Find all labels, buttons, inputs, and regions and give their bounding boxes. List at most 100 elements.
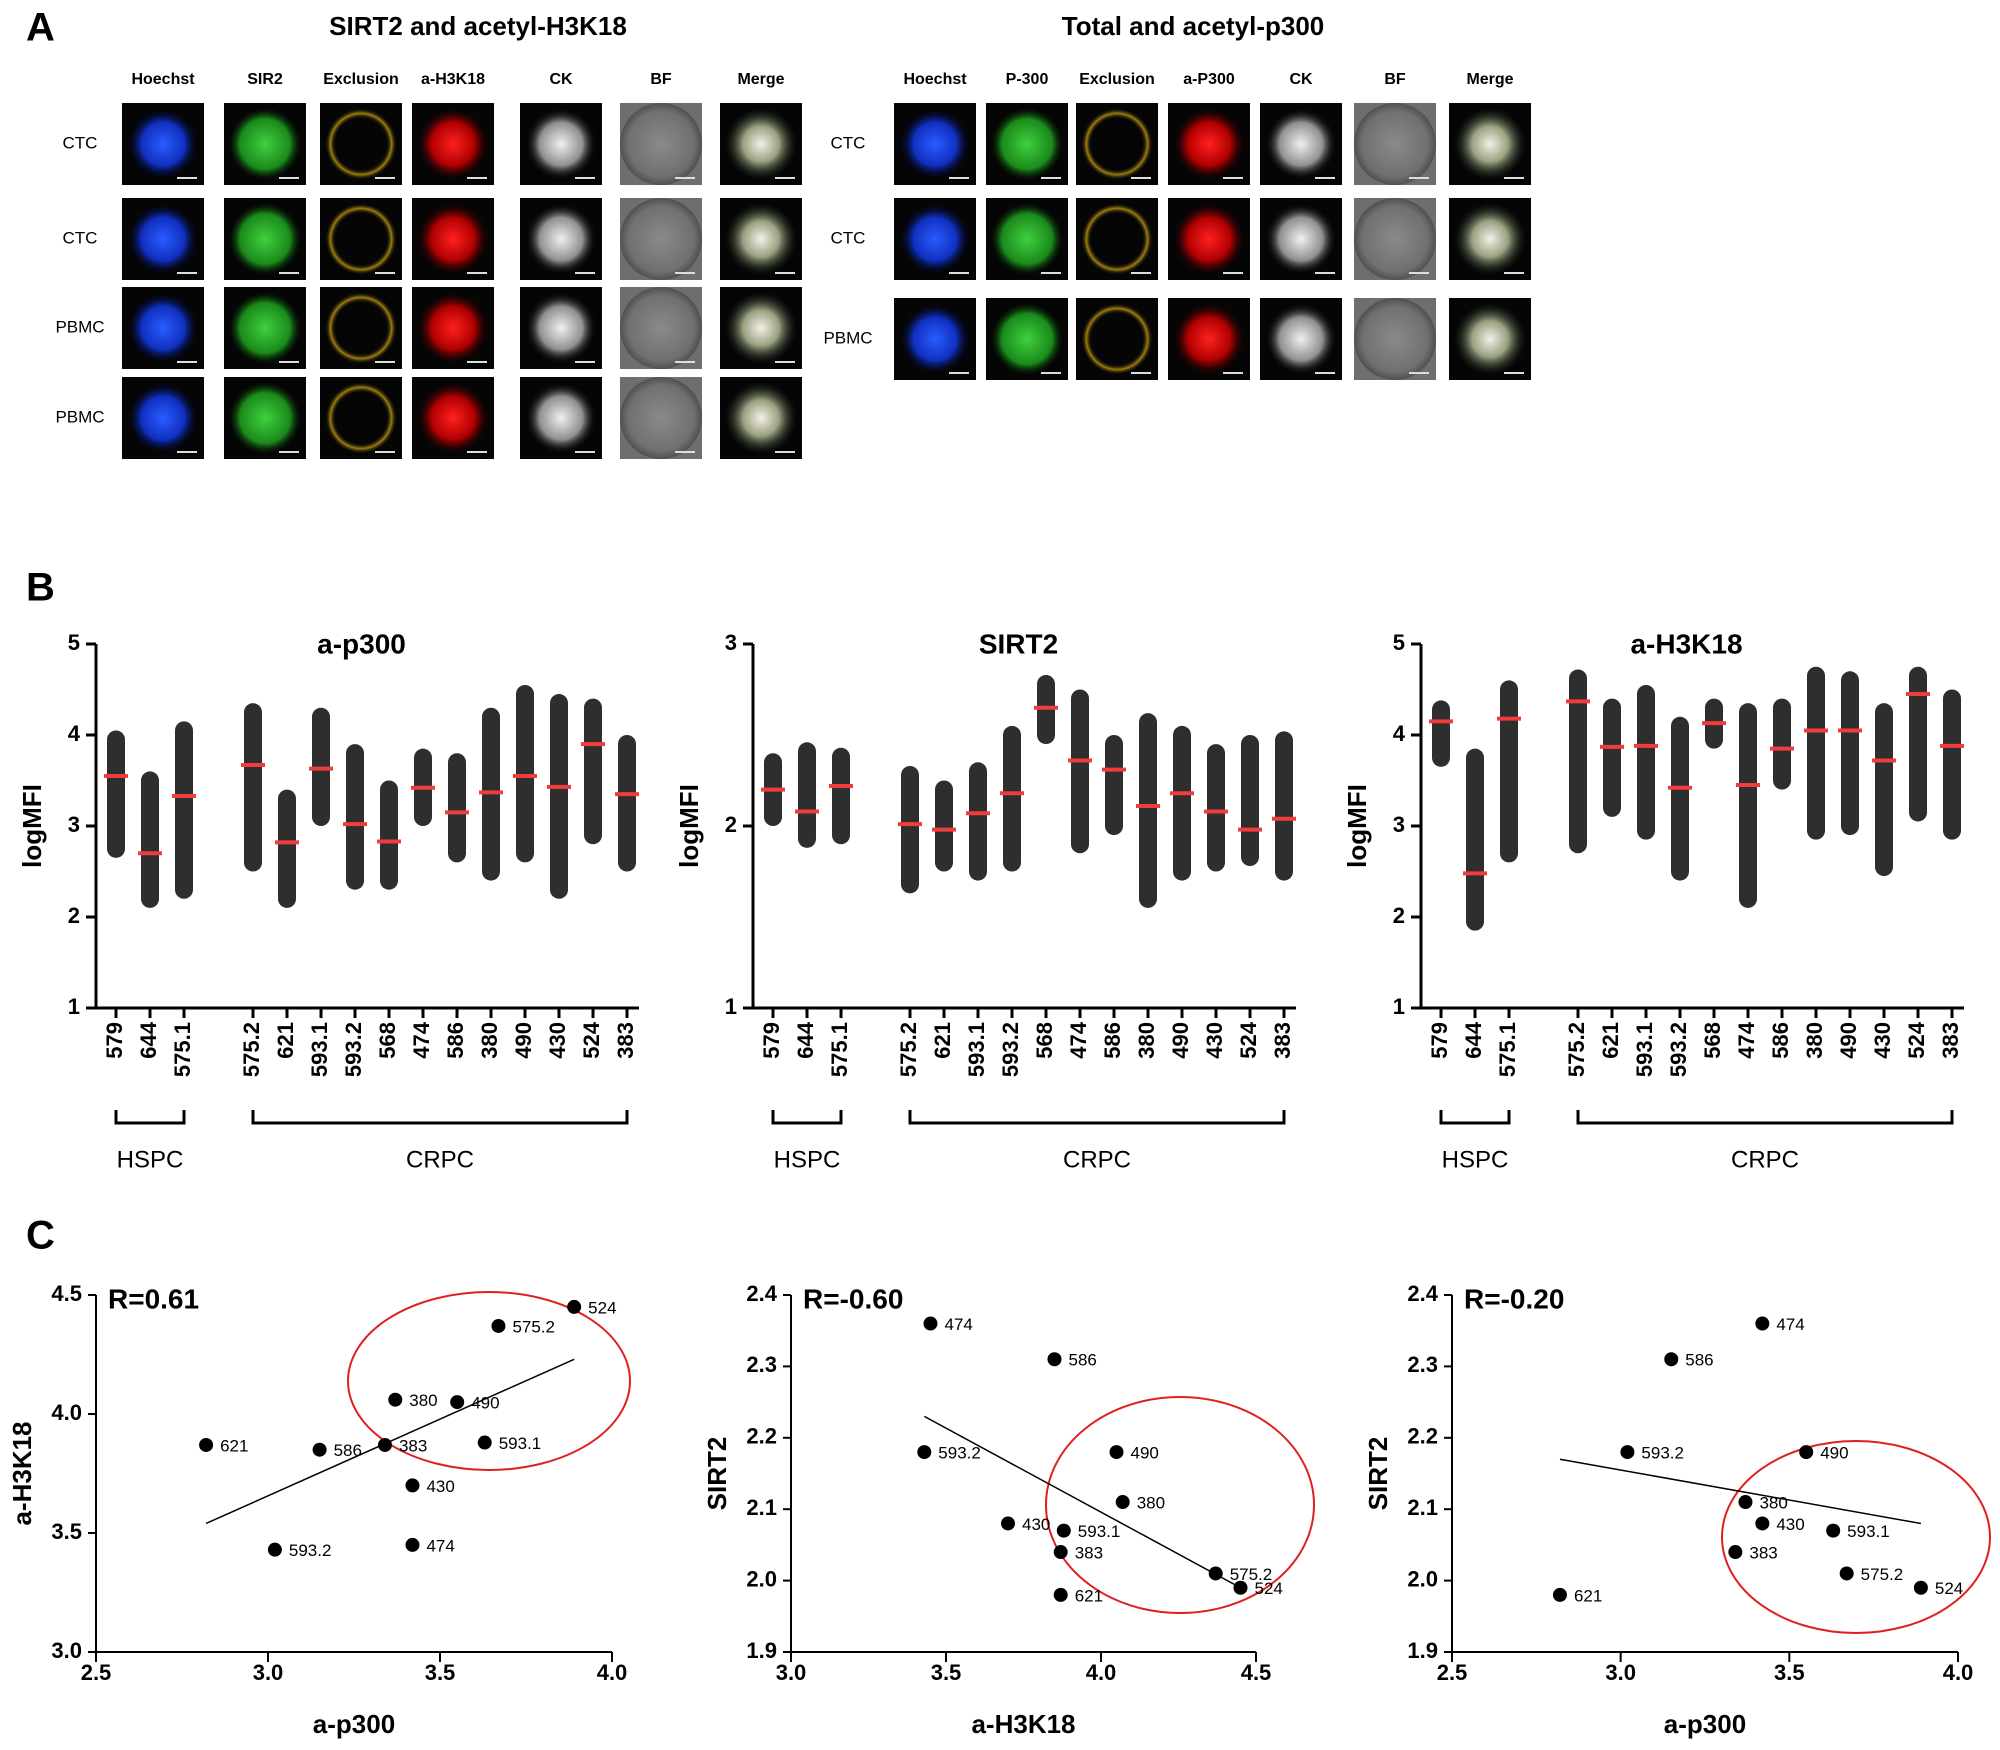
point-label: 575.2	[1861, 1565, 1904, 1584]
point-label: 490	[1820, 1444, 1848, 1463]
column-header: Merge	[1466, 71, 1513, 88]
chart-title: SIRT2	[979, 628, 1058, 659]
x-tick-label: 380	[1134, 1022, 1159, 1059]
cell	[1354, 198, 1436, 280]
y-tick-label: 5	[1393, 630, 1405, 655]
y-tick-label: 1	[725, 994, 737, 1019]
y-tick-label: 3.0	[51, 1638, 82, 1663]
y-tick-label: 3.5	[51, 1519, 82, 1544]
point	[267, 1542, 282, 1557]
dot-cloud	[107, 730, 125, 858]
cell	[1081, 108, 1153, 180]
x-tick-label: 575.2	[239, 1022, 264, 1077]
x-tick-label: 524	[1236, 1021, 1261, 1058]
cell	[525, 203, 597, 275]
point-label: 474	[1776, 1315, 1804, 1334]
cell	[1265, 108, 1337, 180]
point-label: 490	[1131, 1444, 1159, 1463]
x-tick-label: 593.1	[1632, 1022, 1657, 1077]
group-label: CRPC	[406, 1146, 474, 1173]
cell	[1354, 103, 1436, 185]
dot-cloud	[1105, 735, 1123, 836]
cell	[620, 198, 702, 280]
cell	[1081, 203, 1153, 275]
row-label: PBMC	[823, 328, 872, 347]
cell	[725, 108, 797, 180]
point-label: 575.2	[1230, 1565, 1273, 1584]
y-tick-label: 2.2	[746, 1424, 777, 1449]
point	[1053, 1587, 1068, 1602]
x-tick-label: 593.2	[341, 1022, 366, 1077]
x-tick-label: 474	[1066, 1021, 1091, 1058]
x-tick-label: 644	[1461, 1021, 1486, 1058]
x-axis-label: a-p300	[1664, 1709, 1746, 1739]
cell	[620, 287, 702, 369]
row-label: CTC	[63, 133, 98, 152]
column-header: CK	[549, 71, 573, 88]
dot-cloud	[798, 742, 816, 848]
dot-cloud	[141, 771, 159, 908]
cell	[899, 203, 971, 275]
y-axis-label: a-H3K18	[7, 1421, 37, 1525]
group-label: CRPC	[1063, 1146, 1131, 1173]
point	[1664, 1352, 1679, 1367]
group-label: HSPC	[774, 1146, 841, 1173]
cell	[991, 203, 1063, 275]
point	[1755, 1516, 1770, 1531]
cell	[1265, 303, 1337, 375]
y-tick-label: 4	[68, 721, 81, 746]
x-tick-label: 3.0	[1605, 1660, 1636, 1685]
x-tick-label: 380	[477, 1022, 502, 1059]
cell	[1265, 203, 1337, 275]
cell	[725, 382, 797, 454]
x-tick-label: 575.2	[1564, 1022, 1589, 1077]
x-axis-label: a-p300	[313, 1709, 395, 1739]
dot-cloud	[935, 780, 953, 872]
y-axis-label: SIRT2	[702, 1437, 732, 1511]
chart-title: a-p300	[317, 628, 406, 659]
point-label: 575.2	[512, 1317, 555, 1336]
cell	[1454, 108, 1526, 180]
y-tick-label: 2.4	[1407, 1281, 1438, 1306]
point	[405, 1537, 420, 1552]
cell	[417, 108, 489, 180]
x-tick-label: 4.5	[1241, 1660, 1272, 1685]
cell	[991, 108, 1063, 180]
annotation: R=0.61	[108, 1283, 199, 1314]
point	[1115, 1495, 1130, 1510]
cell	[229, 203, 301, 275]
point	[388, 1392, 403, 1407]
point-label: 593.1	[1078, 1522, 1121, 1541]
point-label: 474	[945, 1315, 973, 1334]
chart-title: a-H3K18	[1630, 628, 1742, 659]
x-tick-label: 3.0	[776, 1660, 807, 1685]
row-label: PBMC	[55, 317, 104, 336]
cell	[725, 292, 797, 364]
x-tick-label: 4.0	[1943, 1660, 1974, 1685]
y-tick-label: 2.3	[746, 1352, 777, 1377]
point-label: 383	[1749, 1544, 1777, 1563]
point	[1728, 1545, 1743, 1560]
dot-cloud	[1432, 700, 1450, 767]
y-axis-label: logMFI	[17, 784, 47, 868]
dot-cloud	[1173, 725, 1191, 881]
x-tick-label: 4.0	[1086, 1660, 1117, 1685]
column-header: P-300	[1006, 71, 1049, 88]
y-tick-label: 3	[68, 812, 80, 837]
cell	[325, 292, 397, 364]
point-label: 380	[1137, 1494, 1165, 1513]
row-label: CTC	[63, 228, 98, 247]
cell	[525, 108, 597, 180]
x-tick-label: 383	[613, 1022, 638, 1059]
point	[1208, 1566, 1223, 1581]
x-tick-label: 621	[930, 1022, 955, 1059]
x-tick-label: 490	[1836, 1022, 1861, 1059]
column-header: SIR2	[247, 71, 283, 88]
dot-cloud	[584, 698, 602, 845]
y-tick-label: 1	[1393, 994, 1405, 1019]
y-tick-label: 2.3	[1407, 1352, 1438, 1377]
cell	[1454, 303, 1526, 375]
cell	[325, 382, 397, 454]
point	[1053, 1545, 1068, 1560]
point-label: 380	[1759, 1494, 1787, 1513]
